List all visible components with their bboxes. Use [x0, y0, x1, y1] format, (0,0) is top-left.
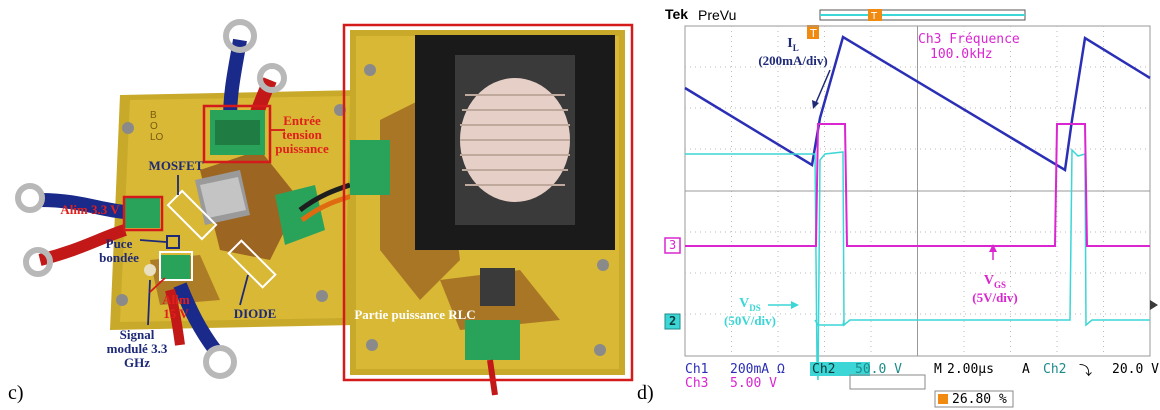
- scope-brand: Tek: [665, 6, 689, 22]
- svg-text:T: T: [870, 11, 878, 22]
- ch3-frequence-title: Ch3 Fréquence: [918, 32, 1020, 47]
- vds-annotation: VDS (50V/div): [710, 296, 790, 329]
- status-ch1-value: 200mA Ω: [730, 362, 785, 377]
- label-mosfet: MOSFET: [148, 158, 204, 173]
- vgs-sub: GS: [994, 279, 1007, 290]
- puce-frame: [166, 235, 180, 249]
- ch3-marker-label: 3: [669, 238, 677, 252]
- ch2-ground-marker: [664, 313, 681, 330]
- label-puce-bondee: Puce bondée: [99, 236, 139, 265]
- trigger-level-arrow: [1150, 300, 1158, 310]
- label-alim-15v: Alim 15 V: [162, 292, 190, 321]
- status-m: M: [934, 362, 942, 377]
- ch3-vgs-trace: [685, 123, 1150, 247]
- ch2-marker-label: 2: [669, 314, 677, 328]
- status-a-slope: ⤵: [1079, 364, 1093, 379]
- waveform-display: T T: [664, 9, 1158, 408]
- panel-d-letter: d): [637, 382, 654, 404]
- photo-board-assembly: [15, 19, 634, 396]
- label-signal-module: Signal modulé 3.3 GHz: [106, 327, 168, 370]
- il-annotation: IL (200mA/div): [753, 36, 833, 69]
- vds-scale: (50V/div): [724, 312, 776, 328]
- board-silk-text: BO LO: [150, 110, 164, 143]
- label-diode: DIODE: [233, 306, 277, 321]
- ch3-frequence-value: 100.0kHz: [930, 47, 993, 62]
- mosfet-frame: [166, 189, 218, 241]
- alim33-frame: [122, 195, 164, 232]
- ch1-current-trace: [684, 35, 1151, 173]
- vgs-annotation: VGS (5V/div): [955, 273, 1035, 306]
- panel-c-letter: c): [8, 382, 24, 404]
- il-scale: (200mA/div): [758, 52, 828, 68]
- il-sub: L: [792, 42, 799, 53]
- trigger-position-marker: [807, 25, 819, 39]
- status-a-ch: Ch2: [1043, 362, 1067, 377]
- scope-mode: PreVu: [698, 7, 737, 23]
- status-ch3: Ch3: [685, 376, 709, 391]
- status-ch2-value: 50.0 V: [855, 362, 902, 377]
- status-ch2: Ch2: [812, 362, 836, 377]
- vgs-label: V: [983, 273, 995, 288]
- svg-text:T: T: [809, 27, 817, 40]
- vds-sub: DS: [749, 302, 761, 313]
- vgs-scale: (5V/div): [972, 289, 1018, 305]
- label-partie-puissance-rlc: Partie puissance RLC: [354, 307, 476, 322]
- vds-label: V: [739, 296, 750, 311]
- il-label: I: [787, 36, 793, 51]
- status-ch1: Ch1: [685, 362, 709, 377]
- diode-frame: [227, 239, 277, 289]
- rlc-frame: [342, 23, 634, 382]
- label-alim-3-3v: Alim 3.3 V: [60, 202, 120, 217]
- status-a-value: 20.0 V: [1112, 362, 1159, 377]
- status-duty-value: 26.80 %: [952, 392, 1007, 407]
- oscilloscope-screen: Tek PreVu T T: [660, 0, 1160, 410]
- ch3-ground-marker: [664, 237, 681, 254]
- label-entree-tension-puissance: Entrée tension puissance: [275, 113, 329, 156]
- alim15-frame: [159, 251, 193, 281]
- status-ch3-value: 5.00 V: [730, 376, 777, 391]
- status-a: A: [1022, 362, 1030, 377]
- status-m-value: 2.00µs: [947, 362, 994, 377]
- entree-frame: [202, 104, 272, 164]
